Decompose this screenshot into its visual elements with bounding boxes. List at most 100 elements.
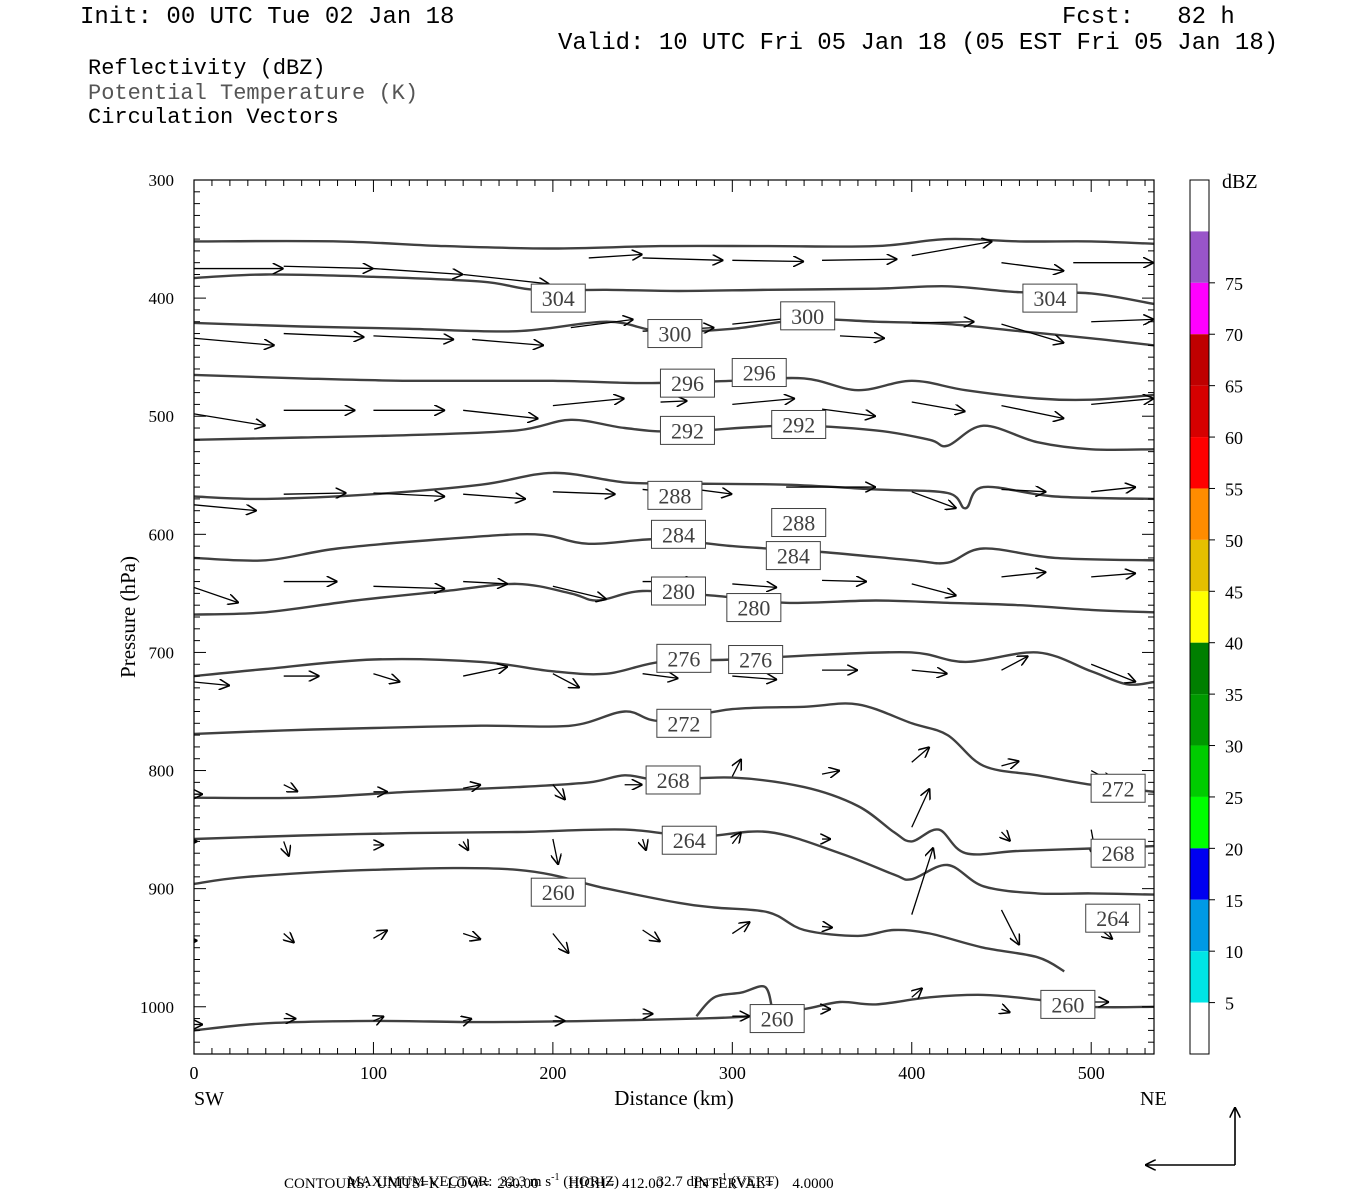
circulation-vector: [1001, 1009, 1010, 1013]
contour-label: 260: [1051, 992, 1084, 1017]
theta-contour-276: [194, 650, 1154, 686]
circulation-vector: [911, 583, 957, 596]
colorbar-segment: [1190, 642, 1209, 695]
colorbar-segment: [1190, 796, 1209, 849]
contour-label-box: [726, 593, 782, 623]
contour-label-box: [647, 480, 703, 510]
contour-label-box: [650, 519, 706, 549]
contour-label-box: [530, 877, 586, 907]
theta-contour-304: [194, 273, 1154, 306]
circulation-vector: [463, 494, 526, 499]
circulation-vector: [553, 838, 558, 865]
max-vector-footer: MAXIMUM VECTOR: 32.3 m s-1 (HORIZ) 32.7 …: [340, 1158, 780, 1190]
colorbar-segment: [1190, 488, 1209, 540]
circulation-vector: [588, 254, 643, 258]
circulation-vector: [552, 933, 569, 954]
contour-label: 280: [662, 579, 695, 604]
contour-label-box: [656, 643, 712, 673]
contour-label-box: [650, 576, 706, 606]
circulation-vector: [283, 266, 374, 268]
contour-label: 272: [1102, 776, 1135, 801]
colorbar: 5 10 15 20 25 30 35 40 45 50 55 60 65 70 75: [1189, 179, 1243, 1055]
y-tick-label: 1000: [140, 998, 174, 1017]
circulation-vector: [1091, 399, 1154, 406]
colorbar-segment: [1190, 180, 1209, 232]
circulation-vector: [1001, 572, 1046, 577]
theta-contour-272: [194, 702, 1154, 793]
circulation-vector: [1091, 487, 1136, 492]
circulation-vector: [373, 493, 445, 497]
theta-contour: [194, 97, 1154, 119]
theta-contour: [194, 38, 1154, 46]
colorbar-segment: [1190, 694, 1209, 746]
circulation-vector: [552, 784, 566, 800]
circulation-vector: [731, 922, 750, 935]
contour-label: 288: [658, 483, 691, 508]
contour-label: 268: [1102, 841, 1135, 866]
circulation-vector: [283, 493, 347, 494]
circulation-vector: [463, 841, 468, 850]
reference-vector-icon: [1145, 1107, 1235, 1165]
colorbar-segment: [1190, 899, 1209, 952]
circulation-vector: [194, 586, 239, 602]
circulation-vector: [1090, 663, 1136, 682]
x-tick-label: 0: [190, 1063, 199, 1083]
circulation-vector: [283, 334, 365, 338]
colorbar-level-label: 75: [1225, 274, 1243, 294]
contour-label-box: [659, 368, 715, 398]
max-vector-exp-1: -1: [551, 1172, 560, 1183]
max-vector-text-3: (VERT): [726, 1174, 779, 1190]
circulation-vector: [839, 336, 885, 338]
colorbar-level-label: 70: [1225, 325, 1243, 345]
circulation-vector: [911, 491, 957, 509]
circulation-vector: [1091, 319, 1154, 321]
circulation-vector: [732, 584, 777, 588]
field-title-vectors: Circulation Vectors: [88, 105, 339, 130]
x-right-endpoint-label: NE: [1140, 1088, 1167, 1110]
circulation-vector: [1001, 761, 1019, 766]
contour-label-box: [661, 825, 717, 855]
contour-label: 276: [667, 646, 700, 671]
contour-label-box: [771, 409, 827, 439]
circulation-vector: [911, 788, 930, 828]
contour-label: 268: [657, 768, 690, 793]
colorbar-level-label: 45: [1225, 582, 1243, 602]
y-axis-label: Pressure (hPa): [116, 556, 140, 678]
circulation-vector: [732, 399, 795, 406]
contour-label-box: [1090, 773, 1146, 803]
contour-label: 260: [542, 880, 575, 905]
contour-label-box: [731, 358, 787, 388]
circulation-vector: [194, 682, 230, 686]
circulation-vector: [821, 408, 876, 416]
circulation-vector: [696, 489, 732, 494]
circulation-vector: [552, 585, 607, 599]
y-tick-label: 900: [149, 880, 175, 899]
y-tick-label: 300: [149, 171, 175, 190]
colorbar-level-label: 65: [1225, 377, 1243, 397]
x-tick-label: 500: [1078, 1063, 1105, 1083]
y-tick-label: 700: [149, 643, 175, 662]
circulation-vector: [660, 401, 688, 402]
theta-contour: [194, 55, 1154, 67]
circulation-vector: [284, 934, 295, 943]
theta-contour-260: [194, 866, 1065, 973]
theta-contour: [194, 237, 1154, 250]
circulation-vector: [373, 336, 454, 340]
circulation-vector: [373, 267, 463, 275]
circulation-vector: [1001, 404, 1064, 419]
circulation-vector: [1000, 909, 1019, 945]
circulation-vector: [822, 926, 833, 927]
contour-label-box: [1022, 283, 1078, 313]
circulation-vector: [642, 258, 724, 260]
circulation-vector: [373, 1016, 384, 1021]
contour-label-box: [656, 708, 712, 738]
x-left-endpoint-label: SW: [194, 1088, 224, 1110]
theta-contour-260: [695, 984, 773, 1018]
y-tick-label: 400: [149, 289, 175, 308]
contour-label: 272: [667, 711, 700, 736]
plot-frame: [193, 179, 1155, 1055]
colorbar-level-label: 50: [1225, 531, 1243, 551]
contour-label: 296: [671, 371, 704, 396]
y-tick-label: 800: [149, 762, 175, 781]
